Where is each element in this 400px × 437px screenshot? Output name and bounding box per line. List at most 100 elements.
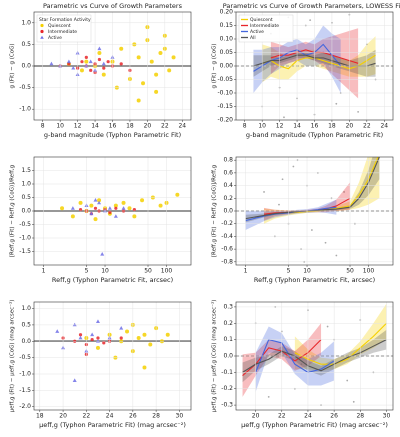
- x-axis-label: μeff,g (Typhon Parametric Fit) (mag arcs…: [241, 421, 388, 429]
- y-axis-label: μeff,g (Fit) − μeff,g (CoG) (mag arcsec⁻…: [211, 300, 218, 413]
- chart-title: Parametric vs Curve of Growth Parameters…: [223, 2, 400, 10]
- y-tick-label: -0.8: [221, 258, 233, 265]
- legend-label: Active: [48, 35, 62, 41]
- y-tick-label: -0.5: [19, 221, 31, 228]
- point: [97, 51, 102, 56]
- confidence-band: [255, 326, 335, 392]
- point: [101, 61, 106, 66]
- legend-label: Active: [250, 29, 264, 35]
- point: [89, 68, 93, 72]
- y-tick-label: 0.5: [21, 194, 31, 201]
- point: [132, 208, 136, 212]
- y-tick-label: 0.0: [21, 63, 31, 70]
- x-tick-label: 30: [176, 413, 184, 420]
- point: [90, 332, 95, 337]
- background-point: [267, 396, 270, 398]
- y-tick-label: 0.8: [223, 157, 233, 164]
- x-tick-label: 8: [41, 123, 45, 130]
- point: [97, 57, 102, 62]
- x-tick-label: 10: [258, 123, 266, 130]
- point: [119, 336, 123, 340]
- y-tick-label: 0.15: [220, 22, 234, 29]
- y-tick-label: 0.2: [223, 195, 233, 202]
- legend-marker: [40, 23, 44, 28]
- background-point: [278, 203, 280, 206]
- point: [132, 214, 137, 219]
- y-tick-label: 0.1: [223, 336, 233, 343]
- x-tick-label: 1: [42, 268, 46, 275]
- point: [80, 60, 84, 64]
- x-tick-label: 14: [293, 123, 301, 130]
- confidence-band: [270, 28, 359, 99]
- legend-marker: [40, 35, 44, 39]
- x-tick-label: 18: [328, 123, 336, 130]
- y-tick-label: -0.4: [221, 233, 233, 240]
- point: [79, 68, 84, 73]
- x-tick-label: 10: [101, 268, 109, 275]
- point: [89, 211, 94, 216]
- x-tick-label: 22: [83, 413, 91, 420]
- point: [55, 329, 60, 333]
- x-tick-label: 18: [36, 413, 44, 420]
- y-tick-label: 0.6: [223, 169, 233, 176]
- x-tick-label: 24: [380, 123, 388, 130]
- x-tick-label: 18: [126, 123, 134, 130]
- point: [97, 200, 102, 205]
- y-tick-label: -1.0: [19, 371, 31, 378]
- point: [102, 341, 106, 345]
- plot-area: [34, 192, 191, 256]
- point: [88, 59, 93, 64]
- point: [148, 342, 153, 347]
- point: [95, 345, 100, 350]
- y-tick-label: -0.5: [19, 84, 31, 91]
- x-tick-label: 20: [346, 123, 354, 130]
- legend-label: All: [250, 35, 256, 41]
- background-point: [343, 191, 345, 193]
- point: [113, 214, 118, 218]
- background-point: [300, 363, 303, 366]
- plot-frame: [235, 11, 394, 121]
- x-tick-label: 50: [346, 268, 354, 275]
- point: [165, 332, 170, 337]
- legend-marker: [40, 29, 44, 34]
- y-tick-label: -2.0: [19, 403, 31, 410]
- background-point: [335, 102, 338, 105]
- y-tick-label: -0.15: [217, 103, 233, 110]
- point: [78, 200, 83, 205]
- plot-area: [236, 303, 393, 406]
- background-point: [310, 229, 313, 231]
- point: [70, 214, 75, 219]
- x-axis-label: g-band magnitude (Typhon Parametric Fit): [44, 131, 181, 139]
- chart-title: Parametric vs Curve of Growth Parameters: [43, 2, 183, 10]
- point: [100, 252, 105, 256]
- confidence-band: [294, 303, 387, 371]
- x-tick-label: 5: [85, 268, 89, 275]
- point: [149, 59, 154, 64]
- point: [167, 68, 172, 73]
- y-tick-label: 0.0: [223, 353, 233, 360]
- point: [125, 329, 130, 334]
- point: [84, 55, 88, 59]
- point: [140, 198, 145, 203]
- point: [49, 61, 54, 66]
- point: [97, 46, 102, 51]
- y-tick-label: 0.0: [21, 338, 31, 345]
- y-axis-label: g (Fit) − g (CoG): [212, 43, 218, 88]
- point: [113, 203, 118, 208]
- y-axis-label: [Reff,g (Fit) − Reff,g (CoG)]/Reff,g: [10, 165, 16, 257]
- x-tick-label: 28: [356, 413, 364, 420]
- background-point: [292, 165, 295, 168]
- y-tick-label: -0.3: [221, 402, 233, 409]
- y-tick-label: -0.2: [221, 220, 233, 227]
- y-tick-label: 1.0: [21, 305, 31, 312]
- y-tick-label: -0.5: [19, 354, 31, 361]
- y-tick-label: 0.3: [223, 303, 233, 310]
- point: [154, 89, 159, 94]
- point: [97, 198, 102, 203]
- y-tick-label: -1.5: [19, 387, 31, 394]
- x-tick-label: 5: [287, 268, 291, 275]
- y-tick-label: -1.0: [19, 106, 31, 113]
- point: [72, 322, 77, 327]
- point: [90, 338, 94, 342]
